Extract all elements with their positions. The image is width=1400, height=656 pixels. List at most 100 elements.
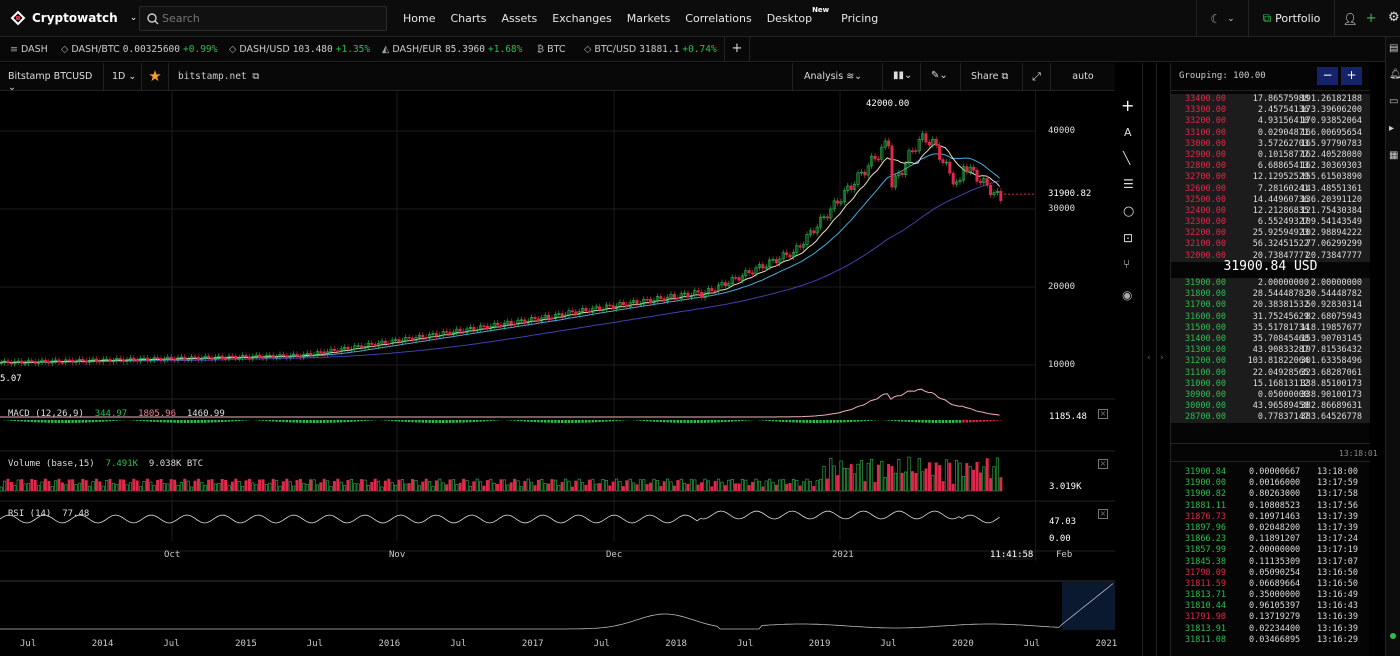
exchange-link[interactable]: bitstamp.net ⧉ bbox=[178, 71, 259, 82]
theme-toggle[interactable]: ☾ ⌄ bbox=[1196, 0, 1248, 37]
nav-markets[interactable]: Markets bbox=[626, 12, 671, 25]
orderbook-row[interactable]: 30900.00 0.05000000 338.90100173 bbox=[1171, 389, 1370, 402]
nav-pricing[interactable]: Pricing bbox=[841, 12, 879, 25]
settings-gear-icon[interactable]: ⚙ bbox=[1388, 10, 1400, 25]
macd-close-icon[interactable]: × bbox=[1098, 409, 1108, 419]
orderbook-row[interactable]: 31700.00 20.38381532 50.92830314 bbox=[1171, 300, 1370, 312]
ticker-btc-usd[interactable]: ◇ BTC/USD 31881.1 +0.74% bbox=[584, 44, 717, 55]
orderbook-row[interactable]: 32800.00 6.68865413 162.30369303 bbox=[1171, 161, 1370, 173]
text-tool-icon[interactable]: A bbox=[1124, 126, 1132, 139]
macd-histogram-bar bbox=[945, 420, 948, 423]
candle-body bbox=[468, 327, 472, 330]
user-button[interactable]: 👤︎ + bbox=[1334, 0, 1384, 37]
candle-body bbox=[972, 166, 976, 171]
draw-menu[interactable]: ✎⌄ bbox=[920, 63, 960, 91]
rectangle-tool-icon[interactable]: ⊡ bbox=[1123, 231, 1134, 245]
search-box[interactable] bbox=[139, 6, 387, 31]
chat-icon[interactable]: ▭ bbox=[1389, 96, 1399, 107]
nav-charts[interactable]: Charts bbox=[450, 12, 487, 25]
volume-bar bbox=[343, 485, 347, 492]
plus-icon: + bbox=[1365, 11, 1377, 26]
orderbook-row[interactable]: 32000.00 20.73847777 20.73847777 bbox=[1171, 250, 1370, 262]
orderbook-row[interactable]: 32100.00 56.32451522 77.06299299 bbox=[1171, 239, 1370, 251]
orderbook-row[interactable]: 32900.00 0.10158777 162.40528080 bbox=[1171, 149, 1370, 162]
orderbook-row[interactable]: 28700.00 0.77837147 383.64526778 bbox=[1171, 412, 1370, 424]
macd-histogram-bar bbox=[333, 420, 336, 423]
orderbook-row[interactable]: 31100.00 22.04928565 323.68287061 bbox=[1171, 367, 1370, 379]
collapse-left-icon[interactable]: ‹ bbox=[1147, 353, 1151, 363]
orderbook-row[interactable]: 31800.00 28.54448782 30.54448782 bbox=[1171, 289, 1370, 301]
total: 323.68287061 bbox=[1300, 367, 1362, 378]
orderbook-row[interactable]: 31200.00 103.81822064 301.63358496 bbox=[1171, 356, 1370, 368]
rsi-close-icon[interactable]: × bbox=[1098, 509, 1108, 519]
nav-assets[interactable]: Assets bbox=[501, 12, 538, 25]
eye-icon[interactable]: ◉ bbox=[1122, 288, 1133, 302]
news-icon[interactable]: ▦ bbox=[1389, 150, 1399, 161]
orderbook-row[interactable]: 32600.00 7.28160241 143.48551361 bbox=[1171, 183, 1370, 195]
terminal-icon[interactable]: ▸ bbox=[1389, 123, 1395, 134]
ticker-dash[interactable]: ≡ DASH bbox=[10, 44, 48, 55]
nav-home[interactable]: Home bbox=[403, 12, 436, 25]
interval-selector[interactable]: 1D ⌄ bbox=[104, 63, 142, 91]
collapse-right-icon[interactable]: › bbox=[1160, 353, 1164, 363]
orderbook-row[interactable]: 32700.00 12.12952529 155.61503890 bbox=[1171, 172, 1370, 184]
volume-bar bbox=[958, 462, 962, 492]
analysis-menu[interactable]: Analysis ≋⌄ bbox=[792, 63, 882, 91]
volume-bar bbox=[268, 482, 272, 492]
share-button[interactable]: Share ⧉ bbox=[960, 63, 1022, 91]
orderbook-row[interactable]: 33300.00 2.45754136 173.39606200 bbox=[1171, 105, 1370, 117]
orderbook-icon[interactable]: ▤ bbox=[1389, 43, 1399, 54]
orderbook-row[interactable]: 33400.00 17.86575988 191.26182188 bbox=[1171, 94, 1370, 106]
circle-tool-icon[interactable]: ○ bbox=[1123, 204, 1135, 219]
orderbook-row[interactable]: 31900.00 2.00000000 2.00000000 bbox=[1171, 278, 1370, 290]
macd-histogram-bar bbox=[285, 420, 288, 423]
horizontal-lines-icon[interactable]: ☰ bbox=[1123, 177, 1134, 191]
orderbook-row[interactable]: 32500.00 14.44960736 136.20391120 bbox=[1171, 194, 1370, 206]
logo[interactable]: Cryptowatch ⌄ bbox=[10, 10, 137, 26]
market-selector[interactable]: Bitstamp BTCUSD ⌄ bbox=[0, 63, 104, 93]
orderbook-row[interactable]: 31300.00 43.90833287 197.81536432 bbox=[1171, 345, 1370, 357]
ticker-dash-btc[interactable]: ◇ DASH/BTC 0.00325600 +0.99% bbox=[61, 44, 217, 55]
orderbook-row[interactable]: 33200.00 4.93156410 170.93852064 bbox=[1171, 116, 1370, 128]
macd-histogram-bar bbox=[938, 420, 941, 423]
price-chart[interactable] bbox=[0, 91, 1115, 656]
orderbook-row[interactable]: 31400.00 35.70845468 153.90703145 bbox=[1171, 333, 1370, 346]
line-tool-icon[interactable]: ╲ bbox=[1123, 151, 1131, 165]
orderbook-row[interactable]: 31500.00 35.51781734 118.19857677 bbox=[1171, 322, 1370, 334]
candle-body bbox=[893, 175, 897, 188]
crosshair-plus-icon[interactable]: + bbox=[1121, 96, 1135, 115]
volume-close-icon[interactable]: × bbox=[1098, 459, 1108, 469]
volume-bar bbox=[142, 481, 146, 492]
bell-icon[interactable]: 🔔︎ bbox=[1389, 69, 1400, 80]
macd-histogram-bar bbox=[544, 420, 547, 423]
nav-desktop[interactable]: Desktop bbox=[766, 12, 813, 25]
add-ticker-button[interactable]: + bbox=[724, 37, 750, 62]
portfolio-button[interactable]: ⧉ Portfolio bbox=[1248, 0, 1334, 37]
orderbook-row[interactable]: 33100.00 0.02904871 166.00695654 bbox=[1171, 127, 1370, 139]
candle-body bbox=[166, 356, 170, 360]
orderbook-row[interactable]: 32200.00 25.92594923 102.98894222 bbox=[1171, 228, 1370, 240]
macd-histogram-bar bbox=[204, 420, 207, 423]
orderbook-row[interactable]: 30000.00 43.96589458 382.86689631 bbox=[1171, 401, 1370, 413]
chart-type-menu[interactable]: ▮▮⌄ bbox=[882, 63, 920, 91]
macd-histogram-bar bbox=[578, 420, 581, 423]
nav-correlations[interactable]: Correlations bbox=[685, 12, 752, 25]
ticker-dash-eur[interactable]: ◭ DASH/EUR 85.3960 +1.68% bbox=[382, 44, 522, 55]
fullscreen-button[interactable]: ⤢ bbox=[1022, 63, 1050, 91]
auto-scale-button[interactable]: auto bbox=[1050, 63, 1115, 91]
nav-exchanges[interactable]: Exchanges bbox=[552, 12, 612, 25]
fork-tool-icon[interactable]: ⑂ bbox=[1123, 257, 1131, 271]
grouping-decrease-button[interactable]: − bbox=[1317, 67, 1338, 85]
favorite-star-icon[interactable]: ★ bbox=[142, 63, 169, 91]
grouping-increase-button[interactable]: + bbox=[1341, 67, 1362, 85]
macd-histogram-bar bbox=[238, 420, 241, 421]
candle-body bbox=[543, 314, 547, 319]
orderbook-row[interactable]: 32400.00 12.21286835 121.75430384 bbox=[1171, 205, 1370, 218]
orderbook-row[interactable]: 33000.00 3.57262703 165.97790783 bbox=[1171, 138, 1370, 150]
orderbook-row[interactable]: 31000.00 15.16813112 338.85100173 bbox=[1171, 378, 1370, 390]
orderbook-row[interactable]: 32300.00 6.55249327 109.54143549 bbox=[1171, 217, 1370, 229]
search-input[interactable] bbox=[162, 10, 382, 27]
orderbook-row[interactable]: 31600.00 31.75245629 82.68075943 bbox=[1171, 311, 1370, 323]
ticker-btc[interactable]: ₿ BTC bbox=[537, 44, 565, 55]
ticker-dash-usd[interactable]: ◇ DASH/USD 103.480 +1.35% bbox=[229, 44, 370, 55]
